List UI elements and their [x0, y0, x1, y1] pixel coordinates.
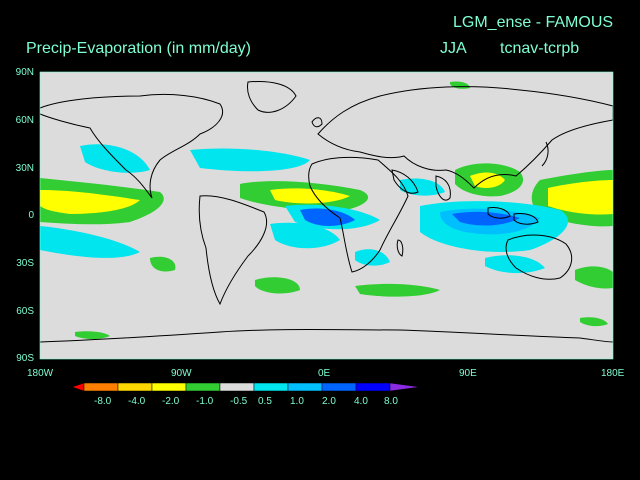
- experiment-label: tcnav-tcrpb: [500, 40, 580, 57]
- pe-region: [40, 226, 140, 258]
- pe-region: [355, 283, 440, 297]
- pe-region: [150, 256, 176, 272]
- variable-title: Precip-Evaporation (in mm/day): [26, 40, 251, 57]
- lon-label: 0E: [318, 368, 331, 379]
- colorbar-label: 4.0: [354, 396, 368, 407]
- colorbar-label: -4.0: [128, 396, 146, 407]
- colorbar-label: 2.0: [322, 396, 336, 407]
- colorbar-cell: [185, 382, 221, 392]
- pe-region: [548, 180, 613, 215]
- colorbar-label: -1.0: [196, 396, 214, 407]
- lat-label: 90S: [16, 353, 34, 364]
- plot-frame: [39, 71, 614, 360]
- colorbar-label: -0.5: [230, 396, 248, 407]
- colorbar-cell: [83, 382, 119, 392]
- pe-region: [40, 190, 140, 214]
- pe-region: [190, 148, 310, 172]
- colorbar-cell: [253, 382, 289, 392]
- colorbar: [71, 382, 421, 392]
- lon-label: 180E: [601, 368, 625, 379]
- colorbar-cell: [389, 382, 421, 392]
- pe-region: [400, 178, 445, 196]
- pe-region: [355, 249, 390, 266]
- colorbar-cell: [355, 382, 391, 392]
- pe-region: [270, 188, 350, 204]
- pe-region: [575, 266, 613, 289]
- model-title: LGM_ense - FAMOUS: [453, 14, 614, 31]
- lat-label: 30N: [15, 163, 34, 174]
- pe-region: [255, 277, 300, 294]
- lon-label: 90W: [171, 368, 192, 379]
- pe-region: [580, 317, 608, 327]
- lon-label: 90E: [459, 368, 477, 379]
- lat-label: 30S: [16, 258, 34, 269]
- lat-label: 60N: [15, 115, 34, 126]
- coastlines: [39, 81, 614, 343]
- pe-region: [75, 331, 110, 339]
- season-label: JJA: [440, 40, 467, 57]
- colorbar-cell: [219, 382, 255, 392]
- colorbar-cell: [117, 382, 153, 392]
- lat-label: 90N: [15, 67, 34, 78]
- colorbar-label: -8.0: [94, 396, 112, 407]
- colorbar-cell: [151, 382, 187, 392]
- colorbar-label: 0.5: [258, 396, 272, 407]
- pe-field: [40, 81, 613, 339]
- pe-region: [270, 222, 340, 249]
- lat-label: 60S: [16, 306, 34, 317]
- colorbar-cell: [321, 382, 357, 392]
- lat-label: 0: [28, 210, 34, 221]
- colorbar-label: -2.0: [162, 396, 180, 407]
- lon-label: 180W: [27, 368, 54, 379]
- pe-region: [452, 211, 520, 226]
- colorbar-label: 1.0: [290, 396, 304, 407]
- colorbar-label: 8.0: [384, 396, 398, 407]
- colorbar-cell: [287, 382, 323, 392]
- pe-region: [485, 255, 545, 274]
- colorbar-cell: [71, 382, 85, 392]
